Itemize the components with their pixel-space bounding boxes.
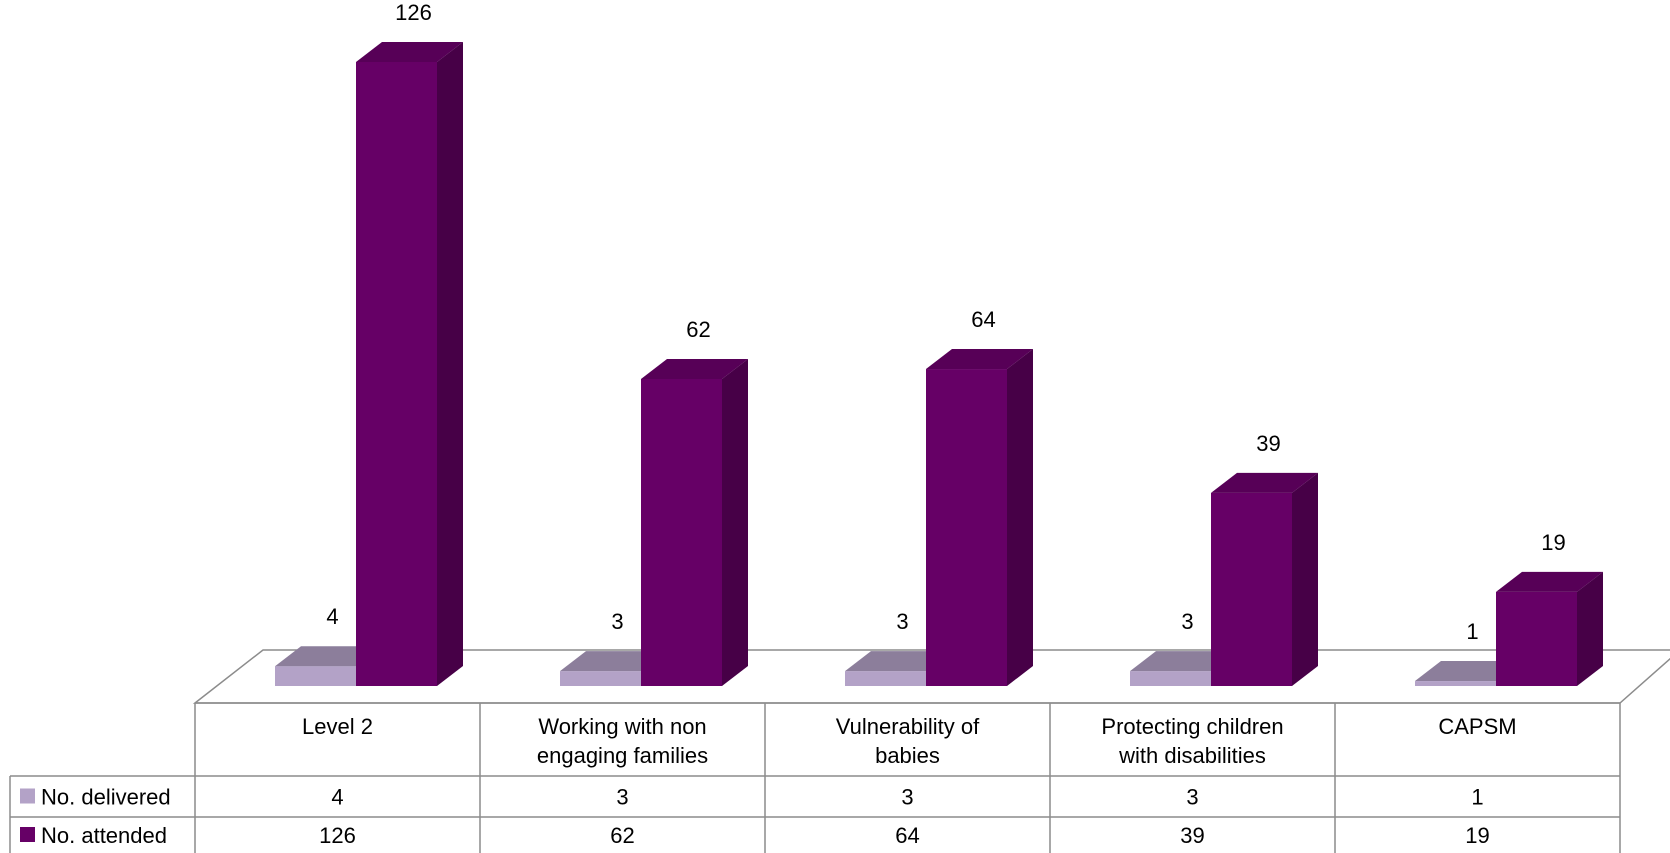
data-label: 1 [1466, 619, 1478, 644]
bar-side [1577, 571, 1603, 686]
bar-top [1415, 661, 1522, 682]
bar-top [926, 349, 1033, 370]
data-label: 4 [326, 604, 338, 629]
data-label: 62 [686, 317, 710, 342]
data-label: 3 [611, 609, 623, 634]
bar-top [560, 651, 667, 672]
bar-no-attended-vulnerability-of-babies [926, 349, 1033, 686]
legend-swatch-no-delivered [20, 788, 35, 804]
bar-front [845, 671, 926, 686]
bar-top [356, 42, 463, 62]
table-cell: 4 [331, 785, 343, 810]
table-cell: 3 [901, 785, 913, 810]
data-label: 39 [1256, 431, 1280, 456]
category-label-level-2: Level 2 [302, 714, 373, 739]
bar-front [560, 671, 641, 686]
bar-top [1211, 472, 1318, 493]
bar-side [1007, 349, 1033, 686]
data-label: 126 [395, 0, 432, 25]
bar-top [845, 651, 952, 672]
data-label: 3 [1181, 609, 1193, 634]
bar-front [275, 666, 356, 686]
data-label: 64 [971, 307, 995, 332]
table-cell: 126 [319, 823, 356, 848]
chart-bars [275, 42, 1603, 686]
table-cell: 19 [1465, 823, 1489, 848]
bar-no-attended-capsm [1496, 571, 1603, 686]
bar-front [1496, 591, 1577, 686]
bar-side [722, 358, 748, 686]
legend-label-no-attended: No. attended [41, 823, 167, 848]
bar-no-attended-level-2 [356, 42, 463, 686]
bar-top [275, 646, 382, 667]
bar-side [437, 42, 463, 686]
data-label: 3 [896, 609, 908, 634]
bar-top [1496, 571, 1603, 592]
data-table: Level 2 Working with non engaging families… [9, 702, 1621, 853]
bar-front [641, 378, 722, 686]
bar-front [1415, 681, 1496, 686]
legend-swatch-no-attended [20, 827, 35, 842]
table-cell: 39 [1180, 823, 1204, 848]
table-cell: 3 [616, 785, 628, 810]
category-label-capsm: CAPSM [1438, 714, 1516, 739]
bar-no-attended-protecting-children-with-disabilities [1211, 472, 1318, 686]
category-label-working-with-non-engaging-families: Working with non engaging families [537, 714, 708, 768]
table-cell: 3 [1186, 785, 1198, 810]
bar-front [356, 62, 437, 686]
bar-front [1130, 671, 1211, 686]
legend-label-no-delivered: No. delivered [41, 785, 171, 810]
category-label-protecting-children-with-disabilities: Protecting children with disabilities [1101, 714, 1283, 768]
bar-top [641, 358, 748, 379]
bar-front [926, 369, 1007, 686]
data-labels: 4 3 3 3 1 126 62 64 39 19 [326, 0, 1565, 644]
bar-front [1211, 492, 1292, 686]
table-cell: 62 [610, 823, 634, 848]
data-label: 19 [1541, 530, 1565, 555]
table-cell: 1 [1471, 785, 1483, 810]
table-cell: 64 [895, 823, 919, 848]
bar-side [1292, 472, 1318, 686]
bar-top [1130, 651, 1237, 672]
category-label-vulnerability-of-babies: Vulnerability of babies [836, 714, 980, 768]
bar-no-attended-working-with-non-engaging-families [641, 358, 748, 686]
